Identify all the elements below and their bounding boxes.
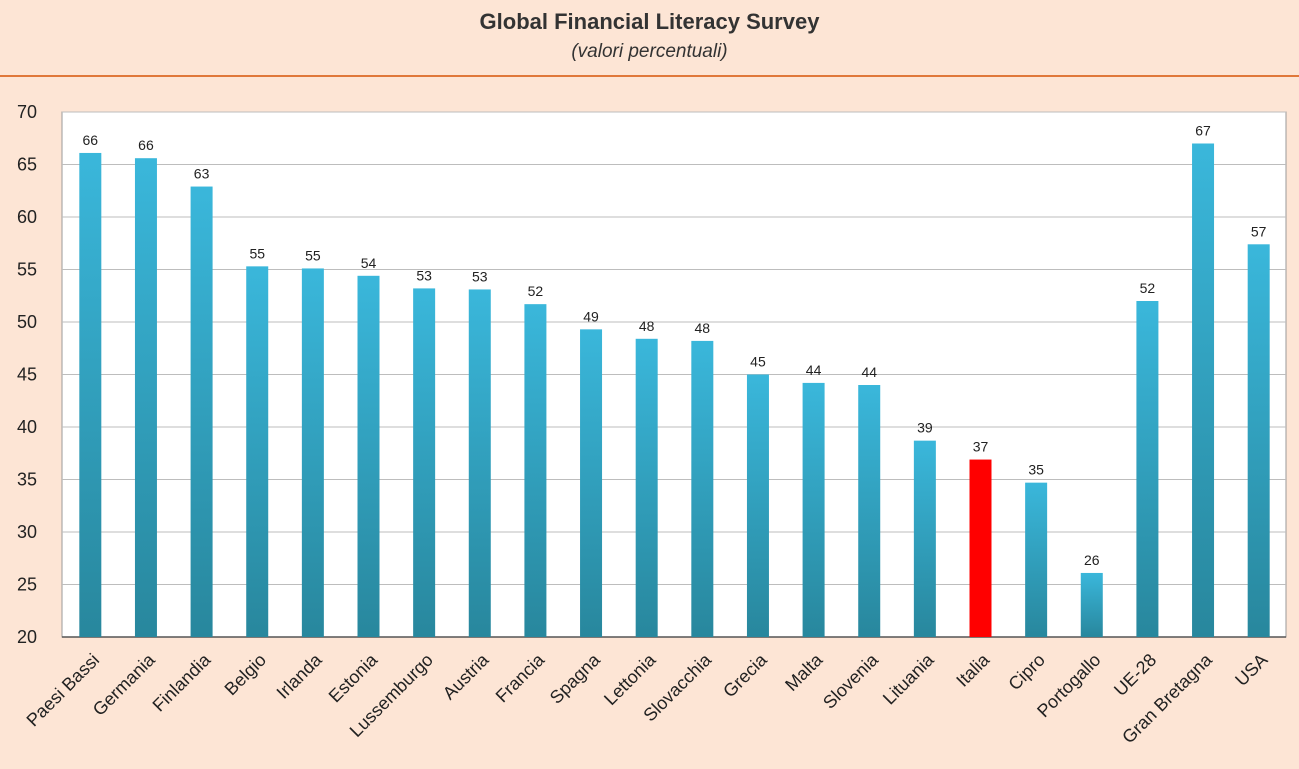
x-tick-label: Francia [492, 649, 549, 706]
bar-estonia [357, 275, 380, 637]
bar-gran-bretagna [1192, 143, 1215, 637]
data-label: 63 [194, 166, 210, 182]
y-tick-label: 20 [17, 627, 37, 647]
x-tick-label: Germania [89, 649, 160, 720]
y-tick-label: 65 [17, 155, 37, 175]
data-label: 57 [1251, 223, 1267, 239]
y-tick-label: 35 [17, 470, 37, 490]
bar-ue-28 [1136, 301, 1159, 637]
data-label: 45 [750, 354, 766, 370]
x-tick-label: USA [1231, 650, 1271, 690]
y-tick-label: 70 [17, 102, 37, 122]
data-label: 66 [83, 132, 99, 148]
data-label: 44 [861, 364, 877, 380]
bar-italia [969, 459, 992, 637]
bar-finlandia [190, 186, 213, 638]
bar-lussemburgo [413, 288, 436, 637]
bar-paesi-bassi [79, 152, 102, 637]
x-tick-label: Slovenia [819, 649, 883, 713]
data-label: 53 [472, 268, 488, 284]
x-tick-label: Cipro [1004, 650, 1049, 695]
data-label: 52 [1140, 280, 1156, 296]
x-tick-label: Italia [952, 649, 994, 691]
bar-usa [1247, 244, 1270, 638]
data-label: 54 [361, 255, 377, 271]
bar-austria [468, 289, 491, 637]
x-tick-label: Finlandia [149, 649, 215, 715]
data-label: 55 [249, 245, 265, 261]
bar-spagna [580, 329, 603, 637]
data-label: 53 [416, 267, 432, 283]
y-tick-label: 25 [17, 575, 37, 595]
chart-subtitle: (valori percentuali) [571, 41, 728, 62]
data-label: 66 [138, 137, 154, 153]
bar-cipro [1025, 482, 1048, 637]
data-label: 48 [695, 320, 711, 336]
data-label: 49 [583, 308, 599, 324]
data-label: 48 [639, 318, 655, 334]
bar-irlanda [301, 268, 324, 637]
data-label: 52 [528, 283, 544, 299]
bar-malta [802, 382, 825, 637]
data-label: 44 [806, 362, 822, 378]
x-tick-label: Spagna [546, 649, 605, 708]
y-tick-label: 40 [17, 417, 37, 437]
bar-portogallo [1080, 572, 1103, 637]
data-label: 37 [973, 439, 989, 455]
y-tick-label: 60 [17, 207, 37, 227]
data-label: 67 [1195, 123, 1211, 139]
chart-title: Global Financial Literacy Survey [479, 9, 820, 34]
data-label: 39 [917, 420, 933, 436]
bar-slovacchia [691, 340, 714, 637]
bar-francia [524, 304, 547, 637]
x-tick-label: UE-28 [1110, 650, 1160, 700]
chart-header: Global Financial Literacy Survey (valori… [0, 0, 1299, 77]
bar-grecia [746, 374, 769, 637]
x-tick-label: Malta [781, 649, 827, 695]
y-tick-label: 50 [17, 312, 37, 332]
bar-slovenia [858, 385, 881, 637]
bar-lituania [913, 440, 936, 637]
bar-belgio [246, 266, 269, 637]
x-tick-label: Belgio [221, 650, 271, 700]
y-tick-label: 55 [17, 260, 37, 280]
x-tick-label: Paesi Bassi [23, 650, 104, 731]
data-label: 35 [1028, 462, 1044, 478]
x-tick-label: Lituania [879, 649, 938, 708]
data-label: 26 [1084, 552, 1100, 568]
bar-germania [134, 158, 157, 637]
x-tick-label: Irlanda [273, 649, 327, 703]
x-tick-label: Austria [439, 649, 493, 703]
y-tick-label: 30 [17, 522, 37, 542]
y-tick-label: 45 [17, 365, 37, 385]
data-label: 55 [305, 247, 321, 263]
x-tick-label: Grecia [719, 649, 771, 701]
bar-lettonia [635, 338, 658, 637]
